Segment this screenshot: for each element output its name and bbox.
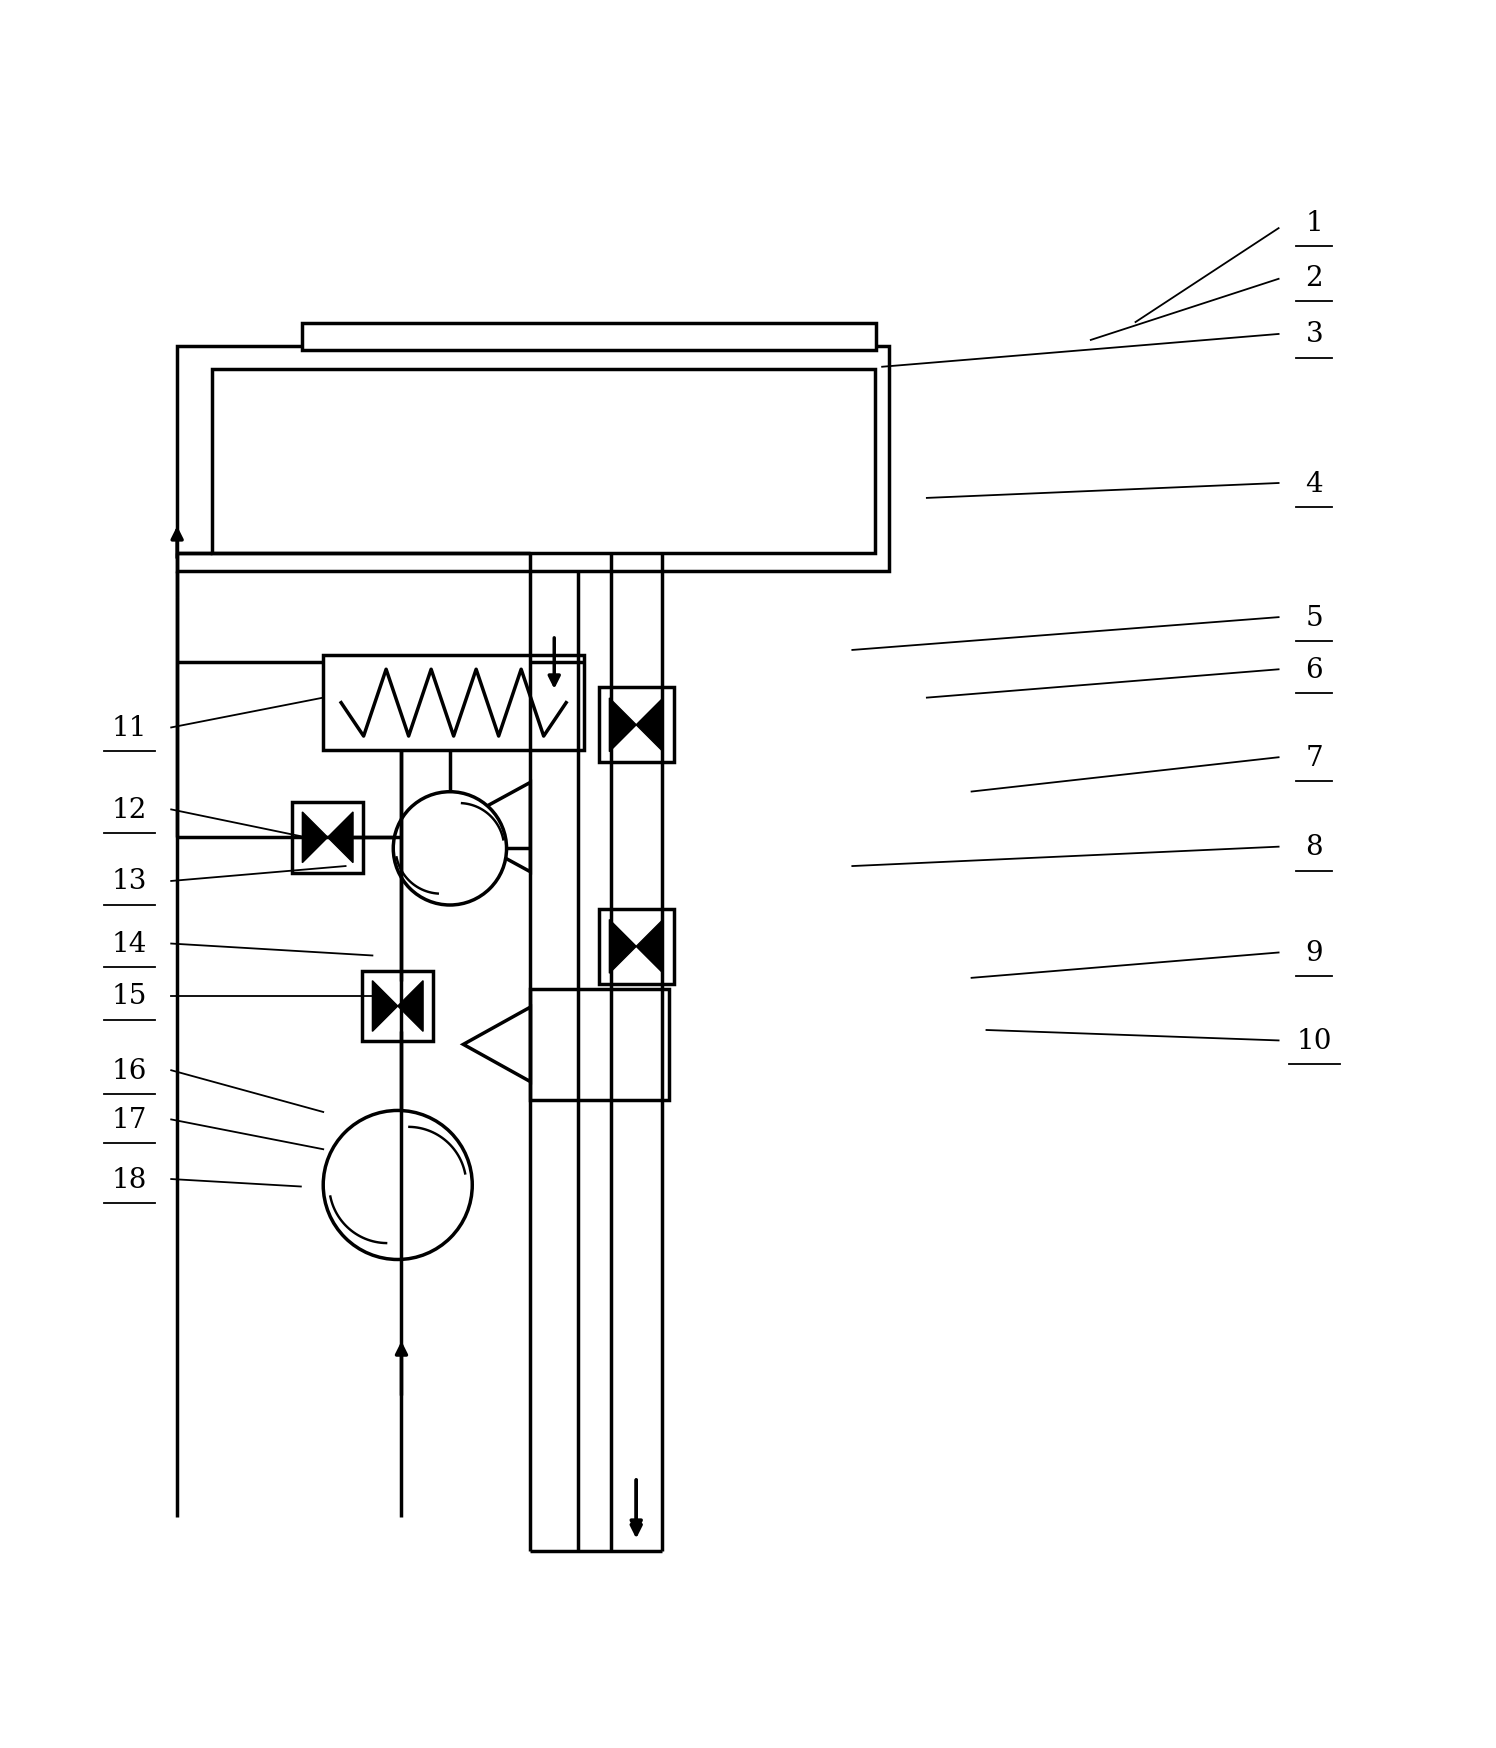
Text: 1: 1	[1306, 210, 1324, 236]
Text: 17: 17	[112, 1106, 147, 1133]
Polygon shape	[373, 981, 398, 1031]
Text: 11: 11	[112, 715, 147, 741]
Text: 4: 4	[1306, 470, 1322, 496]
Text: 3: 3	[1306, 322, 1322, 348]
Polygon shape	[636, 699, 663, 752]
Bar	[598, 909, 673, 984]
Text: 5: 5	[1306, 605, 1322, 631]
Text: 18: 18	[112, 1166, 147, 1192]
Bar	[362, 970, 434, 1042]
Text: 16: 16	[112, 1058, 147, 1084]
Text: 13: 13	[112, 869, 147, 895]
Text: 15: 15	[112, 982, 147, 1010]
Text: 12: 12	[112, 797, 147, 823]
Bar	[598, 689, 673, 762]
Polygon shape	[302, 813, 328, 864]
Text: 8: 8	[1306, 834, 1322, 860]
Text: 10: 10	[1297, 1028, 1331, 1054]
Circle shape	[393, 792, 507, 905]
Text: 6: 6	[1306, 657, 1322, 683]
Polygon shape	[328, 813, 353, 864]
Polygon shape	[609, 699, 636, 752]
Bar	[531, 989, 669, 1099]
Polygon shape	[464, 1007, 531, 1082]
Text: 14: 14	[112, 930, 147, 958]
Bar	[323, 656, 583, 752]
Polygon shape	[449, 783, 531, 872]
Bar	[302, 323, 875, 351]
Bar	[292, 802, 364, 874]
Text: 9: 9	[1306, 939, 1322, 967]
Text: 7: 7	[1306, 745, 1324, 771]
Text: 2: 2	[1306, 264, 1322, 292]
Circle shape	[323, 1110, 473, 1260]
Polygon shape	[398, 981, 423, 1031]
Polygon shape	[609, 919, 636, 974]
Bar	[212, 369, 875, 554]
Polygon shape	[636, 919, 663, 974]
Bar	[177, 346, 890, 572]
